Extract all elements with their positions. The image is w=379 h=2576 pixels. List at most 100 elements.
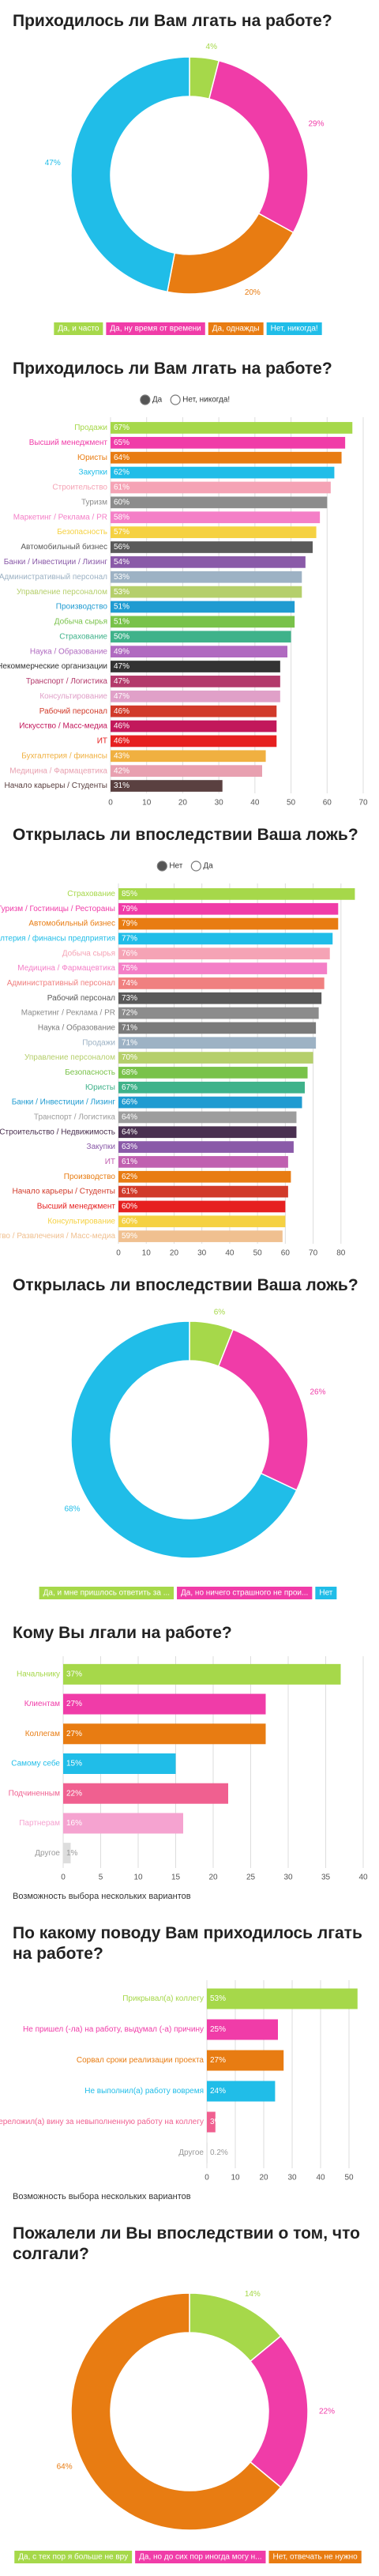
data-label: 47% (114, 662, 129, 671)
category-label: Юристы (85, 1083, 115, 1092)
x-tick-label: 0 (61, 1874, 66, 1882)
bar (118, 1007, 319, 1019)
x-tick-label: 10 (231, 2174, 240, 2182)
bar (111, 661, 280, 672)
bar (111, 466, 335, 479)
radio-button (156, 861, 167, 872)
data-label: 29% (309, 120, 325, 129)
x-tick-label: 20 (170, 1249, 179, 1258)
section: Пожалели ли Вы впоследствии о том, что с… (0, 2213, 379, 2576)
bar (207, 2081, 276, 2102)
bar (118, 1052, 313, 1064)
data-label: 73% (122, 994, 137, 1003)
data-label: 63% (122, 1143, 137, 1151)
bar (118, 1141, 294, 1153)
chart: 4% 29% 20% 47% Да, и часто Да, ну время от вр… (45, 43, 325, 335)
x-tick-label: 0 (116, 1249, 121, 1258)
category-label: Административный персонал (7, 979, 115, 988)
bar (111, 451, 342, 464)
data-label: 67% (122, 1083, 137, 1092)
category-label: Туризм (81, 498, 107, 507)
category-label: Производство (64, 1173, 116, 1181)
data-label: 42% (114, 766, 129, 775)
category-label: Транспорт / Логистика (26, 677, 108, 686)
category-label: Закупки (87, 1143, 115, 1151)
category-label: ИТ (97, 737, 107, 746)
data-label: 1% (66, 1849, 78, 1858)
bar (111, 720, 277, 733)
bar (111, 481, 331, 494)
bar (118, 888, 355, 900)
category-label: Продажи (74, 424, 107, 432)
chart: 6% 26% 68% Да, и мне пришлось ответить за .… (39, 1309, 337, 1599)
data-label: 61% (122, 1188, 137, 1196)
data-label: 37% (66, 1670, 82, 1678)
donut-segment (208, 59, 309, 234)
chart-title: Открылась ли впоследствии Ваша ложь? (13, 826, 358, 844)
x-tick-label: 50 (287, 799, 296, 808)
data-label: 76% (122, 949, 137, 958)
data-label: 59% (122, 1232, 137, 1241)
data-label: 68% (65, 1505, 81, 1514)
chart-title: Приходилось ли Вам лгать на работе? (13, 360, 332, 378)
legend-swatch (39, 1587, 174, 1599)
data-label: 65% (114, 439, 129, 447)
data-label: 77% (122, 935, 137, 943)
category-label: Строительство / Недвижимость (0, 1128, 115, 1136)
bar (111, 676, 280, 687)
category-label: Искусство / Масс-медиа (19, 722, 107, 731)
x-tick-label: 60 (281, 1249, 291, 1258)
bar (63, 1753, 176, 1774)
category-label: Подчиненным (9, 1789, 60, 1798)
radio-label: Да (203, 862, 213, 871)
data-label: 72% (122, 1009, 137, 1018)
bar (111, 571, 302, 583)
bar (207, 2019, 278, 2040)
data-label: 47% (114, 677, 129, 686)
bar (111, 586, 302, 598)
x-tick-label: 40 (358, 1874, 368, 1882)
data-label: 53% (114, 573, 129, 582)
bar (118, 1170, 291, 1183)
data-label: 79% (122, 905, 137, 913)
category-label: Управление персоналом (24, 1053, 115, 1062)
legend-swatch (14, 2551, 133, 2563)
chart: 0 10 20 30 40 50 Прикрывал(а) коллегу 53% Не при… (0, 1980, 358, 2182)
bar (118, 1037, 317, 1049)
category-label: Страхование (67, 890, 115, 898)
data-label: 31% (114, 781, 129, 790)
bar (118, 947, 330, 960)
radio-button (170, 394, 181, 405)
category-label: Партнерам (19, 1819, 60, 1828)
category-label: Самому себе (11, 1759, 60, 1768)
data-label: 64% (122, 1113, 137, 1122)
data-label: 53% (114, 588, 129, 597)
bar (118, 1185, 288, 1198)
data-label: 68% (122, 1068, 137, 1077)
bar (63, 1663, 341, 1685)
x-tick-label: 20 (208, 1874, 218, 1882)
category-label: Высший менеджмент (37, 1203, 116, 1211)
data-label: 60% (122, 1217, 137, 1226)
category-label: Наука / Образование (30, 646, 108, 656)
data-label: 71% (122, 1038, 137, 1047)
legend-swatch (266, 322, 322, 335)
data-label: 27% (66, 1730, 82, 1738)
chart: 14% 22% 64% Да, с тех пор я больше не вру Да… (14, 2290, 362, 2563)
data-label: 64% (57, 2462, 73, 2471)
data-label: 20% (245, 288, 261, 297)
bar (63, 1813, 183, 1834)
data-label: 3% (210, 2118, 222, 2126)
data-label: 64% (114, 454, 129, 462)
category-label: Рабочий персонал (39, 706, 107, 716)
bar (111, 705, 277, 717)
legend-label: Да, ну время от времени (110, 325, 201, 333)
data-label: 16% (66, 1819, 82, 1828)
data-label: 49% (114, 647, 129, 656)
chart: 0 5 10 15 20 25 30 35 40 Начальнику 37% Клиентам 27%… (9, 1656, 368, 1882)
x-tick-label: 80 (336, 1249, 346, 1258)
data-label: 50% (114, 632, 129, 641)
data-label: 60% (114, 498, 129, 507)
bar (118, 1067, 308, 1079)
legend-label: Нет, отвечать не нужно (273, 2553, 358, 2562)
